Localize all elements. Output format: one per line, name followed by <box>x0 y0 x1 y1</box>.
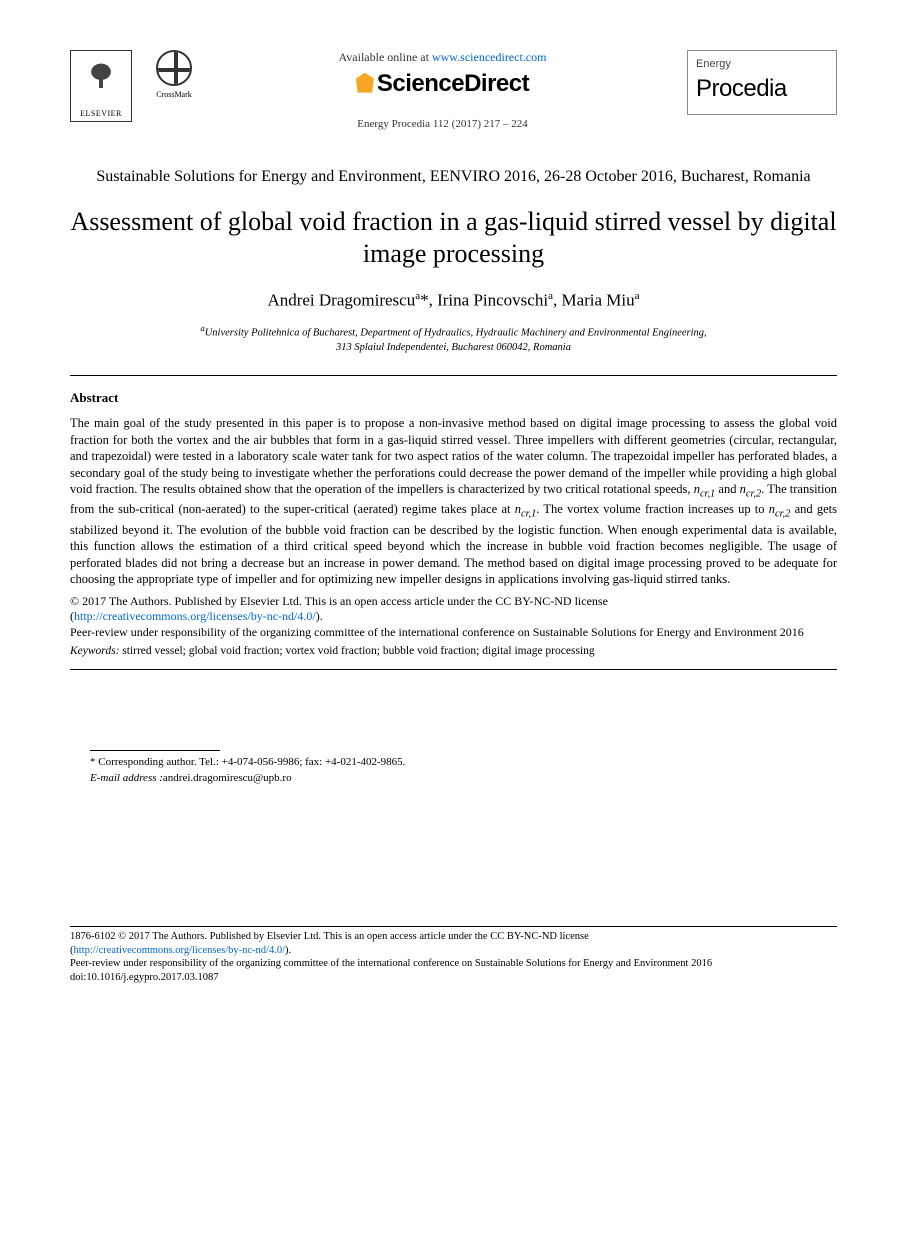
journal-topic: Energy <box>696 57 828 71</box>
available-text: Available online at <box>339 50 432 64</box>
article-title: Assessment of global void fraction in a … <box>70 206 837 271</box>
crossmark-badge[interactable]: CrossMark <box>150 50 198 110</box>
keywords-text: stirred vessel; global void fraction; vo… <box>119 645 594 657</box>
email-label: E-mail address : <box>90 772 163 784</box>
corresponding-author-block: * Corresponding author. Tel.: +4-074-056… <box>70 750 837 786</box>
footer-doi: doi:10.1016/j.egypro.2017.03.1087 <box>70 971 837 985</box>
affiliation-line2: 313 Splaiul Independentei, Bucharest 060… <box>336 342 571 353</box>
corr-email-line: E-mail address :andrei.dragomirescu@upb.… <box>90 771 837 786</box>
sciencedirect-url[interactable]: www.sciencedirect.com <box>432 50 547 64</box>
available-online-line: Available online at www.sciencedirect.co… <box>208 50 677 66</box>
page-footer: 1876-6102 © 2017 The Authors. Published … <box>70 926 837 985</box>
peer-review-line: Peer-review under responsibility of the … <box>70 625 837 641</box>
footer-rule <box>70 926 837 927</box>
journal-name: Procedia <box>696 73 828 104</box>
footer-peer-line: Peer-review under responsibility of the … <box>70 957 837 971</box>
header-row: ELSEVIER CrossMark Available online at w… <box>70 50 837 131</box>
corr-tel-line: * Corresponding author. Tel.: +4-074-056… <box>90 755 837 770</box>
header-center: Available online at www.sciencedirect.co… <box>198 50 687 131</box>
sciencedirect-icon <box>356 73 374 93</box>
keywords-label: Keywords: <box>70 645 119 657</box>
rule-top <box>70 375 837 376</box>
sciencedirect-label: ScienceDirect <box>377 70 529 97</box>
conference-line: Sustainable Solutions for Energy and Env… <box>70 166 837 188</box>
journal-cover-box: Energy Procedia <box>687 50 837 115</box>
crossmark-label: CrossMark <box>156 90 192 100</box>
abstract-heading: Abstract <box>70 390 837 407</box>
footer-license-link[interactable]: http://creativecommons.org/licenses/by-n… <box>74 945 286 956</box>
rule-bottom <box>70 669 837 670</box>
elsevier-tree-icon <box>76 55 126 103</box>
copyright-line: © 2017 The Authors. Published by Elsevie… <box>70 594 608 608</box>
affiliation-line1: University Politehnica of Bucharest, Dep… <box>205 328 707 339</box>
authors-line: Andrei Dragomirescua*, Irina Pincovschia… <box>70 289 837 312</box>
copyright-block: © 2017 The Authors. Published by Elsevie… <box>70 594 837 625</box>
elsevier-logo: ELSEVIER <box>70 50 132 122</box>
corr-email: andrei.dragomirescu@upb.ro <box>163 772 292 784</box>
sciencedirect-wordmark: ScienceDirect <box>208 68 677 99</box>
keywords-line: Keywords: stirred vessel; global void fr… <box>70 644 837 659</box>
license-link[interactable]: http://creativecommons.org/licenses/by-n… <box>74 609 316 623</box>
footer-license-line: (http://creativecommons.org/licenses/by-… <box>70 944 837 958</box>
abstract-text: The main goal of the study presented in … <box>70 415 837 588</box>
header-right: Energy Procedia <box>687 50 837 115</box>
header-left: ELSEVIER CrossMark <box>70 50 198 122</box>
crossmark-icon <box>156 50 192 86</box>
journal-reference: Energy Procedia 112 (2017) 217 – 224 <box>208 117 677 131</box>
footer-issn-line: 1876-6102 © 2017 The Authors. Published … <box>70 930 837 944</box>
corr-divider <box>90 750 220 751</box>
affiliation-block: aUniversity Politehnica of Bucharest, De… <box>70 323 837 355</box>
elsevier-label: ELSEVIER <box>80 109 122 119</box>
